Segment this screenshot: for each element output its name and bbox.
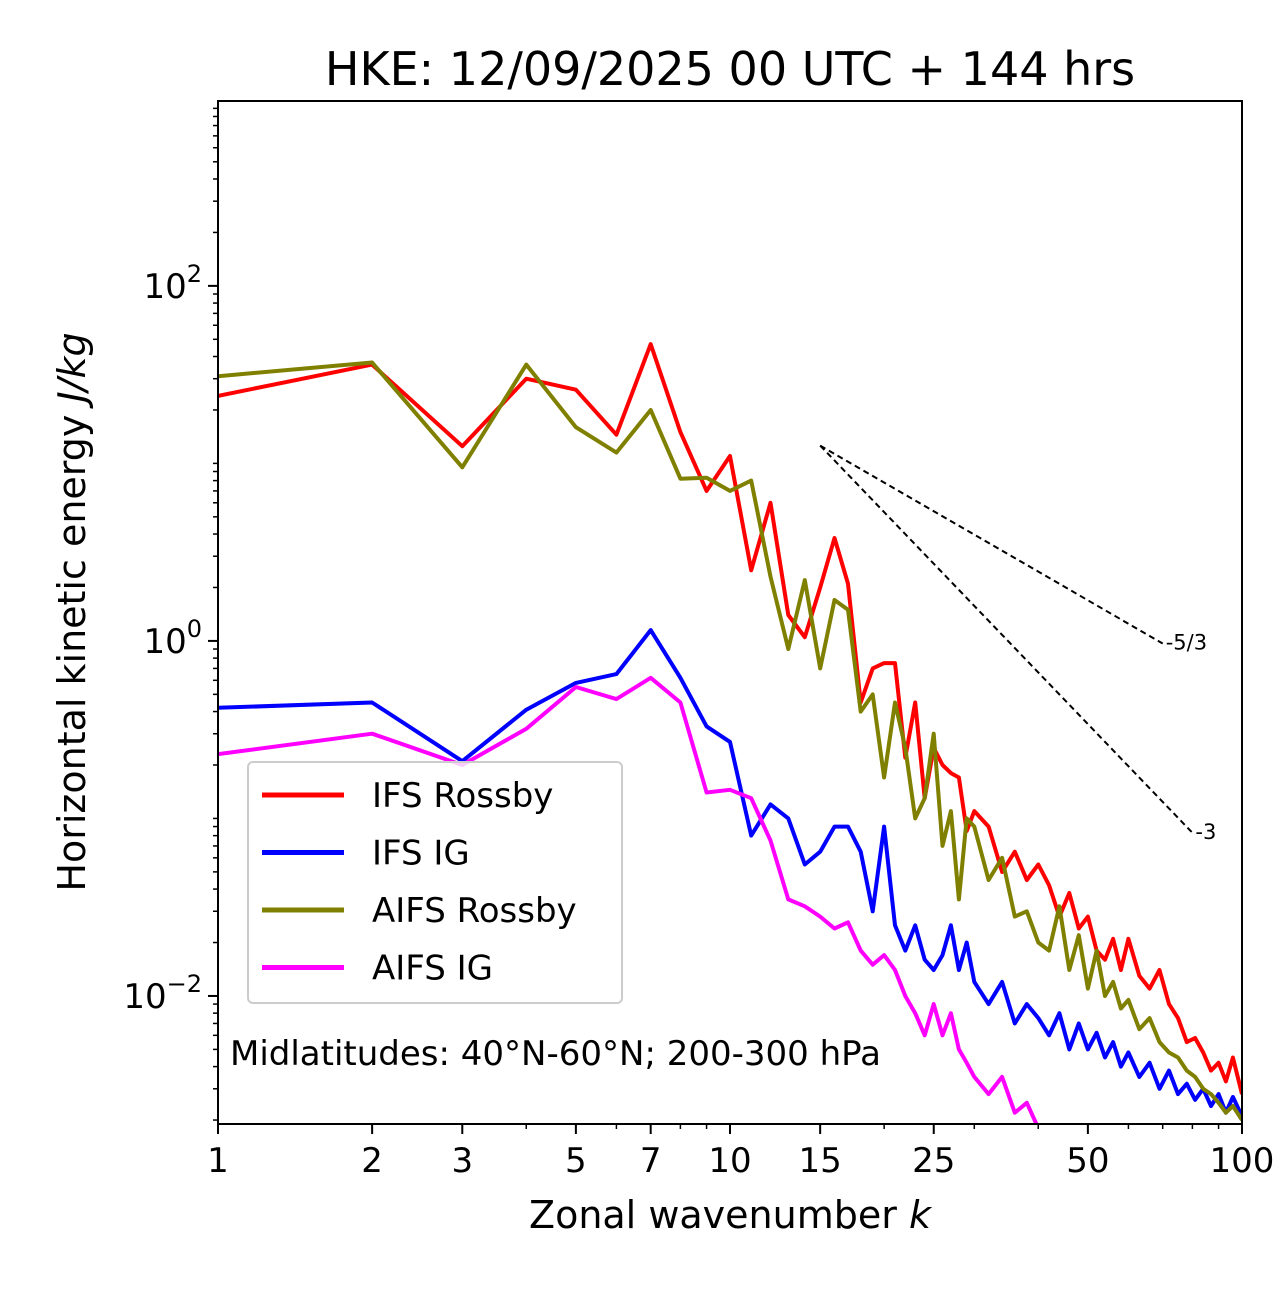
reference-slopes: -5/3 -3 <box>819 444 1216 844</box>
x-tick-label: 7 <box>640 1141 662 1181</box>
legend-label-3: AIFS IG <box>372 949 493 989</box>
x-tick-label: 3 <box>451 1141 473 1181</box>
region-annotation: Midlatitudes: 40°N-60°N; 200-300 hPa <box>230 1034 881 1074</box>
x-tick-label: 100 <box>1210 1141 1275 1181</box>
legend-label-1: IFS IG <box>372 834 470 874</box>
x-axis-label: Zonal wavenumber k <box>529 1193 933 1237</box>
legend: IFS Rossby IFS IG AIFS Rossby AIFS IG <box>247 761 623 1004</box>
y-axis-ticks: 102 100 10−2 <box>123 107 218 1121</box>
x-axis-label-var: k <box>909 1193 933 1237</box>
slope-label-0: -5/3 <box>1166 631 1207 655</box>
x-tick-label: 50 <box>1066 1141 1109 1181</box>
slope-line-0 <box>819 444 1164 645</box>
y-tick-label: 10−2 <box>123 970 202 1017</box>
x-axis-label-text: Zonal wavenumber <box>529 1193 897 1237</box>
x-tick-label: 10 <box>708 1141 751 1181</box>
slope-label-1: -3 <box>1195 820 1216 844</box>
legend-label-2: AIFS Rossby <box>372 891 577 931</box>
series-line-2 <box>218 360 1242 1122</box>
y-axis-label-unit: J/kg <box>50 332 94 409</box>
y-tick-label: 102 <box>143 260 202 307</box>
series-layer <box>218 342 1242 1124</box>
y-axis-label-text: Horizontal kinetic energy <box>50 415 94 892</box>
x-axis-ticks: 1 2 3 5 7 10 15 25 50 100 <box>207 1124 1274 1181</box>
x-tick-label: 15 <box>799 1141 842 1181</box>
x-tick-label: 5 <box>565 1141 587 1181</box>
legend-label-0: IFS Rossby <box>372 776 553 816</box>
series-line-3 <box>218 675 1039 1124</box>
x-tick-label: 2 <box>361 1141 383 1181</box>
legend-box <box>247 761 623 1004</box>
y-axis-label: Horizontal kinetic energy J/kg <box>50 332 94 891</box>
y-tick-label: 100 <box>143 615 202 662</box>
series-line-1 <box>218 628 1242 1118</box>
x-tick-label: 1 <box>207 1141 229 1181</box>
x-tick-label: 25 <box>912 1141 955 1181</box>
chart-title: HKE: 12/09/2025 00 UTC + 144 hrs <box>325 42 1135 96</box>
